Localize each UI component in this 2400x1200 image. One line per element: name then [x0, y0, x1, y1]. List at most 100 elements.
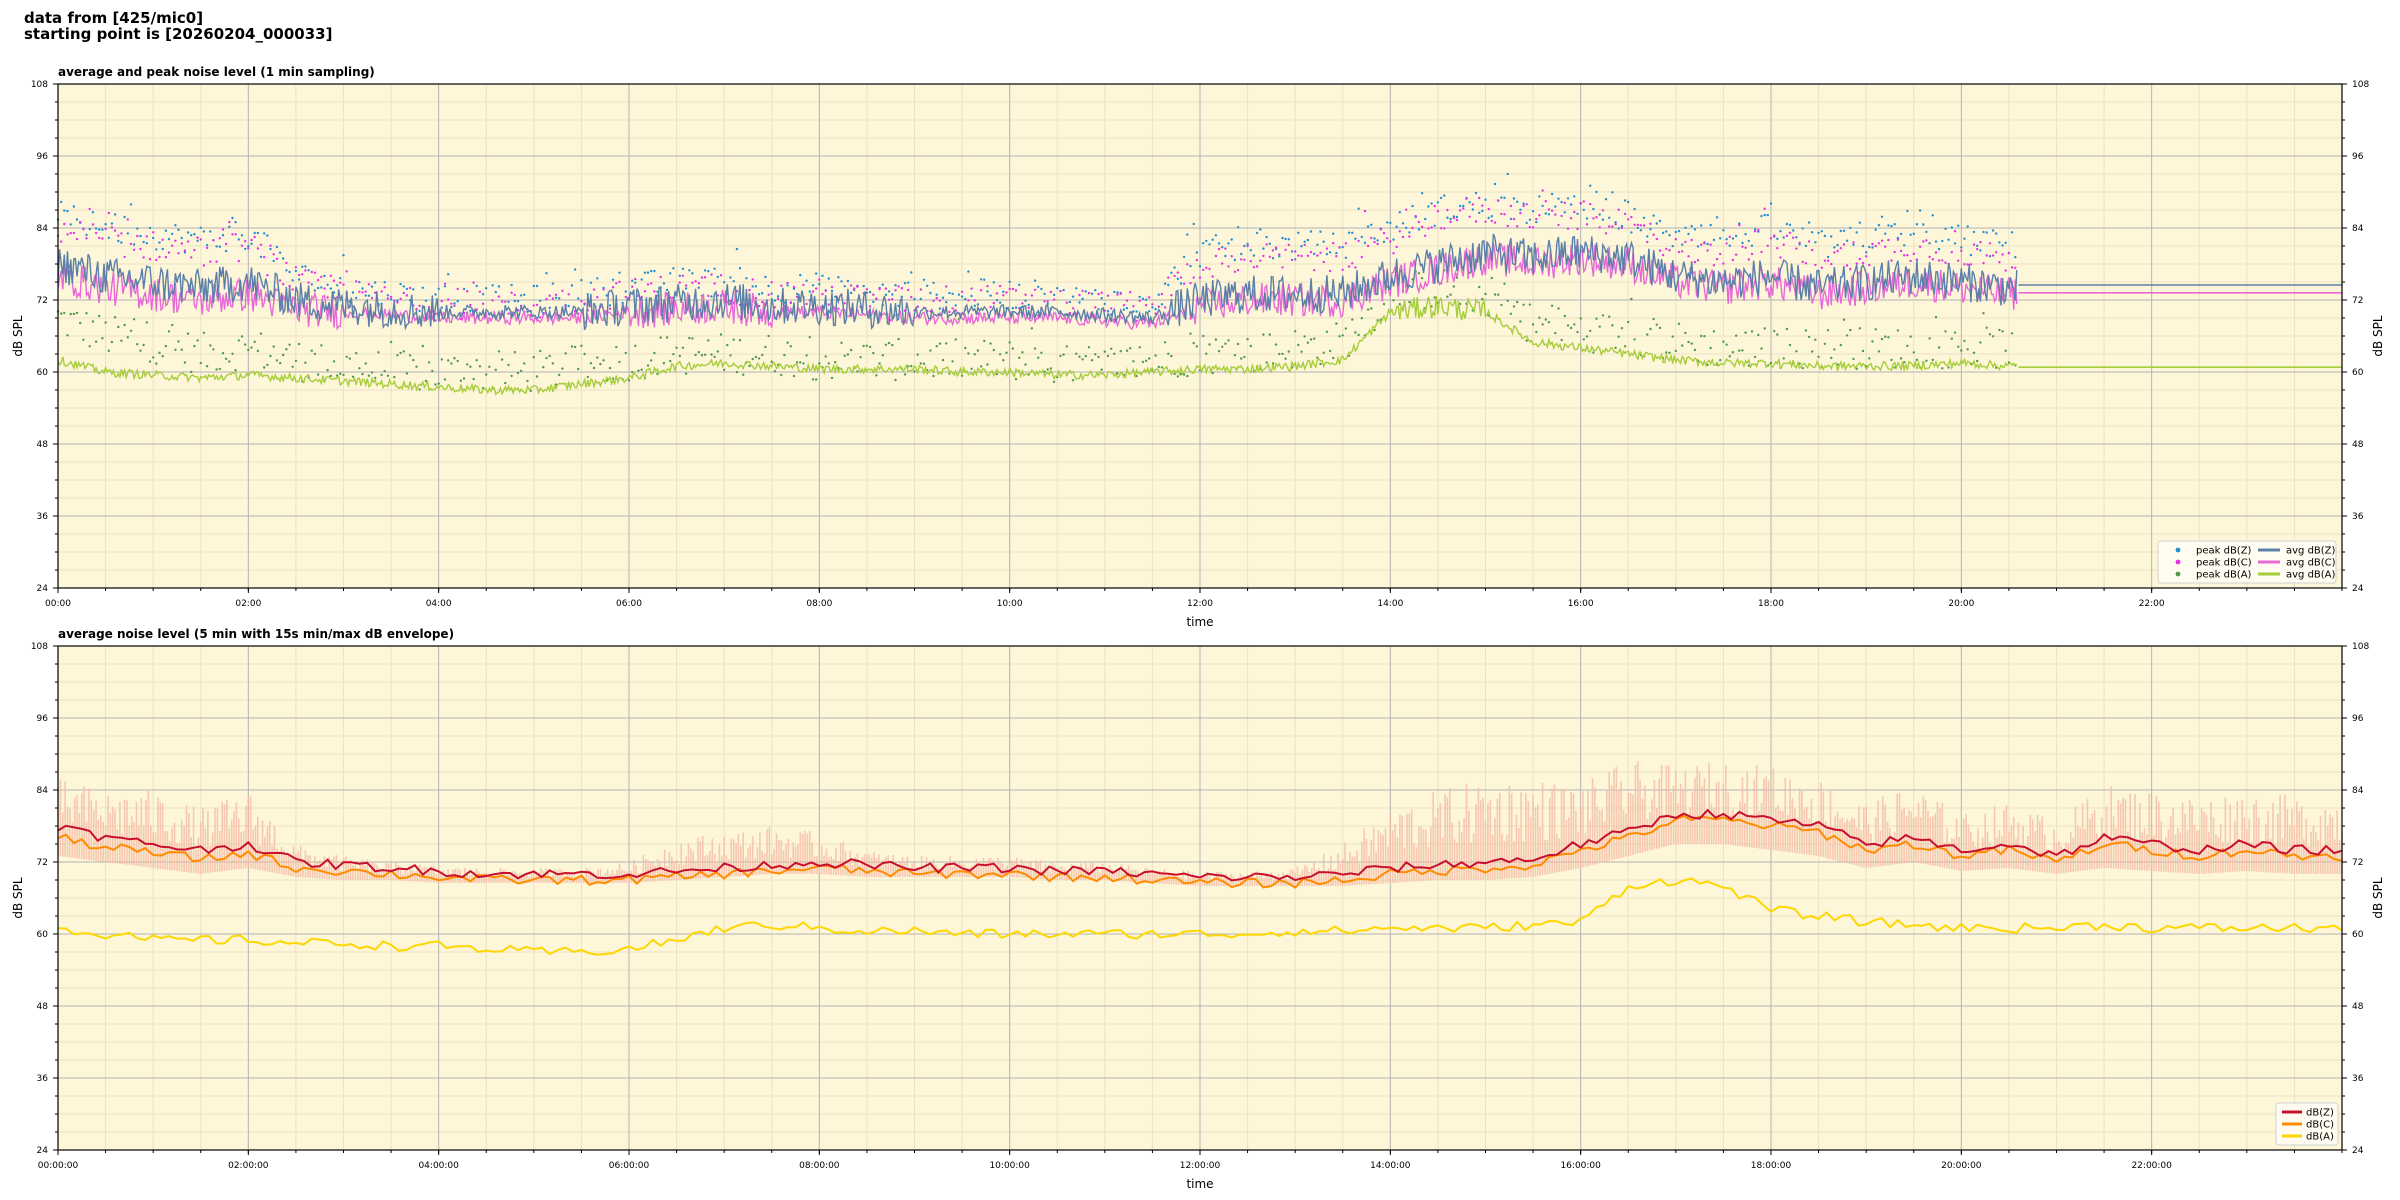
peak-c-point — [1373, 240, 1376, 244]
y-tick-label: 84 — [37, 786, 49, 796]
peak-c-point — [1604, 232, 1608, 235]
peak-z-point — [1113, 290, 1116, 294]
peak-a-point — [1167, 352, 1170, 355]
peak-z-point — [723, 281, 726, 284]
peak-a-point — [190, 370, 193, 374]
peak-c-point — [1411, 226, 1414, 230]
peak-a-point — [1316, 356, 1319, 359]
peak-c-point — [532, 304, 535, 307]
peak-a-point — [1627, 320, 1630, 324]
peak-z-point — [1217, 242, 1221, 245]
peak-c-point — [504, 300, 507, 303]
peak-z-point — [1341, 245, 1344, 249]
peak-z-point — [1820, 230, 1824, 233]
peak-c-point — [408, 286, 412, 290]
peak-a-point — [1753, 355, 1757, 359]
peak-a-point — [326, 368, 329, 372]
peak-c-point — [1642, 224, 1646, 227]
peak-a-point — [1646, 333, 1649, 336]
peak-c-point — [1281, 266, 1284, 269]
peak-z-point — [412, 288, 415, 291]
peak-a-point — [599, 362, 602, 366]
peak-a-point — [98, 314, 101, 318]
peak-z-point — [1842, 229, 1846, 232]
peak-z-point — [1547, 213, 1551, 216]
peak-z-point — [481, 293, 485, 296]
peak-c-point — [98, 236, 101, 240]
peak-c-point — [1420, 225, 1424, 229]
peak-a-point — [1370, 307, 1373, 310]
peak-a-point — [1712, 330, 1716, 333]
peak-a-point — [183, 361, 187, 364]
peak-c-point — [418, 304, 421, 308]
peak-c-point — [1497, 199, 1500, 202]
peak-a-point — [602, 359, 605, 362]
peak-z-point — [1249, 249, 1253, 252]
peak-c-point — [577, 312, 580, 315]
peak-a-point — [1018, 356, 1021, 359]
peak-z-point — [196, 239, 199, 242]
peak-c-point — [256, 247, 260, 250]
peak-a-point — [1595, 317, 1598, 320]
x-tick-label: 12:00 — [1187, 599, 1213, 609]
peak-c-point — [399, 297, 402, 300]
peak-c-point — [1734, 253, 1738, 256]
peak-z-point — [190, 234, 193, 237]
peak-z-point — [443, 285, 447, 288]
peak-a-point — [1398, 303, 1402, 306]
peak-z-point — [960, 295, 964, 298]
peak-z-point — [1144, 298, 1148, 301]
y-tick-label-right: 36 — [2352, 1074, 2364, 1084]
peak-a-point — [1078, 355, 1081, 358]
peak-a-point — [1925, 359, 1928, 362]
peak-a-point — [60, 312, 63, 315]
peak-a-point — [294, 359, 298, 363]
peak-z-point — [1788, 223, 1792, 226]
peak-z-point — [205, 244, 209, 247]
peak-c-point — [646, 283, 650, 286]
peak-z-point — [66, 209, 69, 213]
peak-c-point — [152, 231, 155, 234]
peak-a-point — [1890, 358, 1893, 362]
peak-z-point — [1037, 285, 1040, 288]
peak-c-point — [1887, 238, 1890, 242]
peak-z-point — [811, 284, 815, 287]
peak-c-point — [1922, 240, 1925, 243]
peak-z-point — [383, 281, 386, 284]
peak-c-point — [1287, 243, 1291, 247]
peak-a-point — [1182, 373, 1186, 376]
peak-a-point — [1420, 276, 1424, 280]
peak-z-point — [358, 280, 361, 284]
peak-a-point — [811, 378, 815, 381]
peak-c-point — [1376, 242, 1379, 246]
peak-z-point — [926, 284, 929, 287]
peak-a-point — [1281, 352, 1284, 356]
y-tick-label: 24 — [37, 584, 49, 594]
peak-a-point — [212, 348, 215, 351]
peak-c-point — [821, 292, 824, 296]
peak-z-point — [830, 289, 834, 293]
peak-c-point — [1236, 269, 1240, 272]
peak-c-point — [1122, 304, 1126, 307]
peak-c-point — [1550, 209, 1554, 212]
peak-a-point — [1103, 350, 1107, 353]
peak-z-point — [1246, 242, 1249, 246]
peak-a-point — [85, 312, 88, 315]
peak-z-point — [266, 234, 269, 237]
peak-a-point — [1576, 330, 1579, 334]
peak-a-point — [1788, 343, 1792, 347]
peak-c-point — [1620, 226, 1624, 230]
peak-c-point — [1487, 207, 1490, 211]
peak-a-point — [1684, 331, 1687, 335]
peak-a-point — [1049, 367, 1053, 370]
peak-a-point — [1757, 333, 1760, 337]
peak-z-point — [1712, 238, 1716, 242]
peak-z-point — [367, 294, 371, 297]
peak-c-point — [177, 252, 180, 255]
peak-c-point — [63, 222, 66, 226]
peak-z-point — [1906, 209, 1909, 213]
peak-c-point — [1249, 260, 1253, 263]
peak-a-point — [174, 348, 177, 351]
peak-a-point — [735, 370, 739, 374]
peak-c-point — [1811, 248, 1814, 252]
